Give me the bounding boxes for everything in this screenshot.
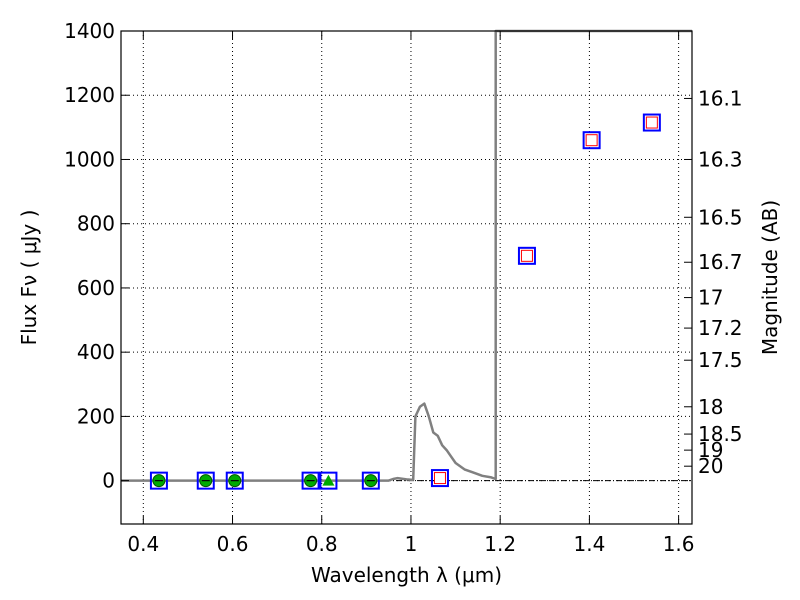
observed-point <box>361 471 380 490</box>
y-tick-label: 1000 <box>64 147 115 171</box>
magnitude-tick-label: 17.2 <box>698 316 743 340</box>
y-axis-label: Flux Fν ( μJy ) <box>17 210 41 346</box>
magnitude-tick-label: 19 <box>698 438 723 462</box>
y2-axis-label: Magnitude (AB) <box>758 200 782 355</box>
model-point-triangle <box>322 474 335 486</box>
magnitude-tick-label: 18 <box>698 395 723 419</box>
x-axis-label: Wavelength λ (μm) <box>311 563 502 587</box>
magnitude-tick-label: 16.1 <box>698 86 743 110</box>
x-tick-label: 1 <box>405 532 418 556</box>
y-tick-label: 400 <box>77 340 115 364</box>
x-tick-label: 1.6 <box>663 532 695 556</box>
magnitude-tick-label: 20 <box>698 454 723 478</box>
observed-point <box>301 471 320 490</box>
plot-frame <box>120 30 693 525</box>
y-tick-label: 1200 <box>64 83 115 107</box>
magnitude-tick-label: 18.5 <box>698 422 743 446</box>
observed-point <box>430 469 449 488</box>
x-tick-label: 1.4 <box>573 532 605 556</box>
model-point-nir <box>645 116 658 129</box>
magnitude-tick-label: 17.5 <box>698 348 743 372</box>
y-tick-label: 0 <box>102 469 115 493</box>
observed-point <box>642 113 661 132</box>
model-point-nir <box>585 134 598 147</box>
y-tick-label: 1400 <box>64 19 115 43</box>
x-tick-label: 0.8 <box>306 532 338 556</box>
spectrum-line <box>121 29 692 482</box>
observed-point <box>225 471 244 490</box>
observed-point <box>196 471 215 490</box>
axis-ticks: 0.4 0.6 0.8 1 1.2 1.4 1.6 0 200 400 600 800 1000 1200… <box>64 19 742 556</box>
observed-point <box>149 471 168 490</box>
model-point-nir <box>520 249 533 262</box>
x-tick-label: 1.2 <box>484 532 516 556</box>
observed-point <box>517 246 536 265</box>
observed-point <box>582 131 601 150</box>
magnitude-tick-label: 16.5 <box>698 205 743 229</box>
plot-area <box>121 31 692 524</box>
y-tick-label: 600 <box>77 276 115 300</box>
data-series <box>121 29 692 490</box>
y-tick-label: 800 <box>77 212 115 236</box>
magnitude-tick-label: 16.3 <box>698 147 743 171</box>
y-tick-label: 200 <box>77 404 115 428</box>
x-tick-label: 0.4 <box>127 532 159 556</box>
magnitude-tick-label: 17 <box>698 286 723 310</box>
observed-point <box>319 471 338 490</box>
x-tick-label: 0.6 <box>217 532 249 556</box>
magnitude-tick-label: 16.7 <box>698 250 743 274</box>
model-point-nir <box>433 472 446 485</box>
